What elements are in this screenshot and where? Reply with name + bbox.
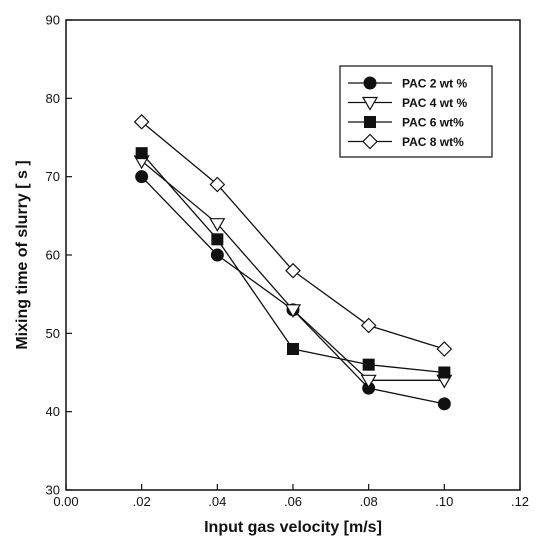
series-markers — [133, 113, 453, 411]
y-tick-label: 60 — [46, 248, 60, 263]
data-point-series-2 — [284, 304, 302, 319]
data-point-series-4 — [360, 317, 377, 334]
series-line-1 — [141, 176, 445, 405]
y-tick-label: 70 — [46, 169, 60, 184]
data-point-series-4 — [209, 176, 226, 193]
data-point-series-1 — [135, 170, 149, 184]
legend-marker — [364, 116, 376, 128]
data-point-series-2 — [360, 374, 377, 389]
legend-marker — [363, 76, 377, 90]
data-point-series-3 — [438, 366, 451, 379]
x-tick-label: .10 — [435, 494, 453, 509]
x-axis-title: Input gas velocity [m/s] — [204, 519, 382, 536]
data-point-series-3 — [211, 233, 224, 246]
legend-label: PAC 2 wt % — [402, 77, 467, 91]
y-tick-label: 80 — [46, 91, 60, 106]
x-tick-label: .08 — [360, 494, 378, 509]
legend-marker — [361, 96, 379, 111]
y-tick-label: 50 — [46, 326, 60, 341]
data-point-series-1 — [437, 397, 451, 411]
data-point-series-1 — [210, 248, 224, 262]
data-point-series-3 — [287, 343, 299, 355]
x-tick-label: 0.00 — [53, 494, 78, 509]
data-point-series-2 — [209, 218, 226, 232]
legend-label: PAC 6 wt% — [402, 116, 464, 130]
data-point-series-4 — [285, 262, 301, 279]
legend-label: PAC 4 wt % — [402, 96, 467, 110]
y-axis-title: Mixing time of slurry [ s ] — [14, 160, 31, 349]
legend-label: PAC 8 wt% — [402, 135, 464, 149]
data-point-series-4 — [436, 341, 453, 357]
axis-ticks: 0.00 .02 .04 .06 .08 .10 .12 30 40 50 60 70 80 90 — [46, 13, 530, 510]
y-tick-label: 30 — [46, 483, 60, 498]
x-tick-label: .04 — [208, 494, 226, 509]
y-tick-label: 90 — [46, 13, 60, 28]
data-point-series-4 — [133, 113, 150, 130]
x-tick-label: .06 — [284, 494, 302, 509]
y-tick-label: 40 — [46, 404, 60, 419]
data-point-series-3 — [135, 147, 148, 160]
x-tick-label: .12 — [511, 494, 529, 509]
data-point-series-3 — [362, 358, 375, 371]
legend-marker — [362, 133, 378, 150]
legend: PAC 2 wt % PAC 4 wt % PAC 6 wt% PAC 8 wt% — [339, 65, 493, 158]
x-tick-label: .02 — [133, 494, 151, 509]
